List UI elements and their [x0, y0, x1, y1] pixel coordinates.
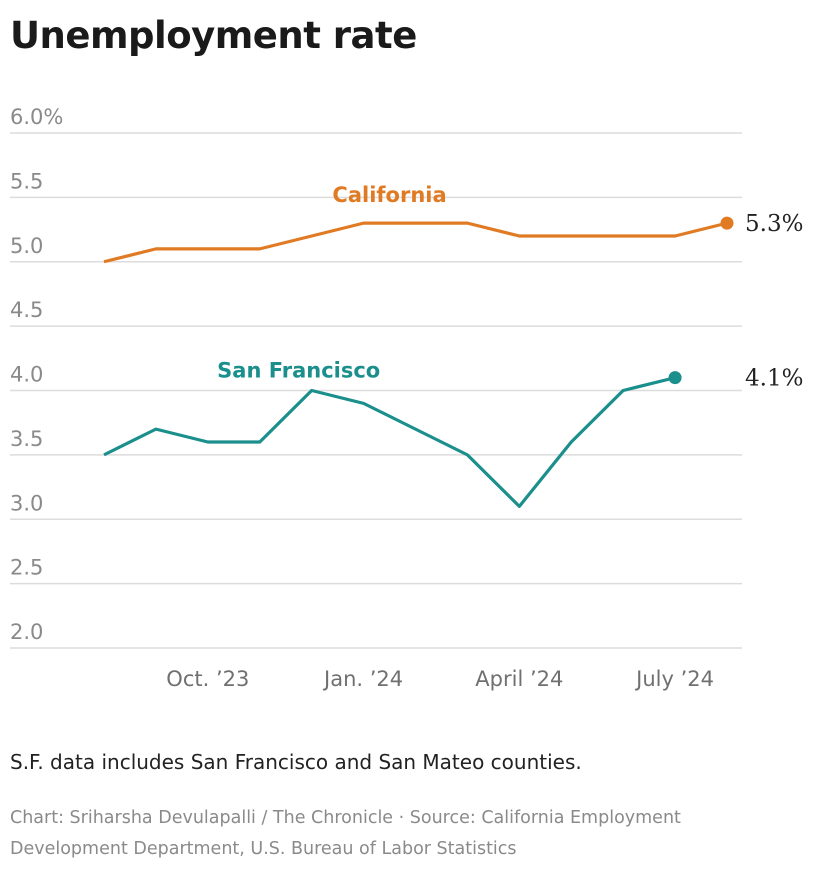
series-lines: 5.3% California 4.1% San Francisco: [103, 183, 803, 508]
line-chart: 6.0% 5.5 5.0 4.5 4.0 3.5 3.0 2.5 2.0 Oct. ’23 Jan…: [10, 105, 803, 691]
y-tick-label: 2.0: [10, 620, 43, 644]
x-axis-ticks: Oct. ’23 Jan. ’24 April ’24 July ’24: [166, 667, 714, 691]
y-tick-label: 6.0%: [10, 105, 63, 129]
san-francisco-end-label: 4.1%: [745, 366, 803, 392]
y-tick-label: 5.5: [10, 169, 43, 193]
california-end-label: 5.3%: [745, 211, 803, 237]
y-tick-label: 2.5: [10, 556, 43, 580]
y-tick-label: 3.0: [10, 491, 43, 515]
california-series-label: California: [332, 183, 446, 207]
san-francisco-series-label: San Francisco: [217, 359, 380, 383]
chart-title: Unemployment rate: [10, 14, 417, 57]
y-tick-label: 4.5: [10, 298, 43, 322]
san-francisco-end-point: [668, 371, 682, 385]
san-francisco-line: [103, 376, 676, 508]
chart-credit: Chart: Sriharsha Devulapalli / The Chron…: [10, 808, 681, 859]
x-tick-label: Jan. ’24: [322, 667, 403, 691]
chart-note: S.F. data includes San Francisco and San…: [10, 750, 582, 774]
gridlines: [10, 132, 742, 649]
x-tick-label: July ’24: [634, 667, 714, 691]
y-tick-label: 4.0: [10, 363, 43, 387]
y-tick-label: 5.0: [10, 234, 43, 258]
y-tick-label: 3.5: [10, 427, 43, 451]
x-tick-label: April ’24: [475, 667, 563, 691]
y-axis-ticks: 6.0% 5.5 5.0 4.5 4.0 3.5 3.0 2.5 2.0: [10, 105, 63, 644]
california-end-point: [720, 216, 734, 230]
california-line: [103, 221, 728, 264]
x-tick-label: Oct. ’23: [166, 667, 249, 691]
